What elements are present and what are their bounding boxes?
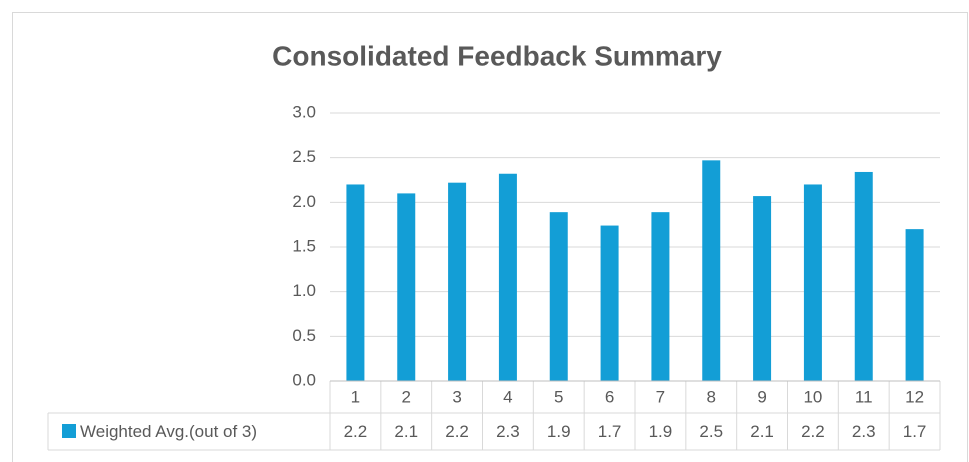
legend-label: Weighted Avg.(out of 3) bbox=[80, 422, 257, 441]
data-label: 1.7 bbox=[903, 422, 927, 441]
chart-title: Consolidated Feedback Summary bbox=[272, 40, 722, 71]
x-tick-label: 10 bbox=[803, 387, 822, 406]
y-tick-label: 2.0 bbox=[292, 192, 316, 211]
x-tick-label: 12 bbox=[905, 387, 924, 406]
bar bbox=[651, 212, 670, 381]
bar bbox=[346, 184, 365, 381]
y-tick-label: 0.0 bbox=[292, 370, 316, 389]
y-tick-label: 0.5 bbox=[292, 326, 316, 345]
data-label: 2.2 bbox=[445, 422, 469, 441]
x-tick-label: 3 bbox=[452, 387, 461, 406]
data-label: 1.9 bbox=[547, 422, 571, 441]
bar bbox=[549, 212, 568, 381]
x-tick-label: 7 bbox=[656, 387, 665, 406]
bar bbox=[397, 193, 416, 381]
data-label: 2.2 bbox=[801, 422, 825, 441]
bar bbox=[600, 225, 619, 381]
data-label: 2.3 bbox=[496, 422, 520, 441]
bar bbox=[854, 171, 873, 381]
data-label: 2.1 bbox=[750, 422, 774, 441]
y-tick-label: 1.5 bbox=[292, 236, 316, 255]
legend-swatch bbox=[62, 424, 76, 438]
x-tick-label: 6 bbox=[605, 387, 614, 406]
x-tick-label: 11 bbox=[855, 387, 873, 406]
data-label: 2.5 bbox=[699, 422, 723, 441]
bar bbox=[803, 184, 822, 381]
bar bbox=[702, 160, 721, 381]
bar bbox=[753, 196, 772, 381]
data-label: 2.2 bbox=[344, 422, 368, 441]
chart-frame bbox=[12, 12, 968, 462]
data-label: 1.9 bbox=[649, 422, 673, 441]
data-label: 1.7 bbox=[598, 422, 622, 441]
x-tick-label: 9 bbox=[757, 387, 766, 406]
x-tick-label: 5 bbox=[554, 387, 563, 406]
x-tick-label: 4 bbox=[503, 387, 512, 406]
data-label: 2.3 bbox=[852, 422, 876, 441]
x-tick-label: 1 bbox=[351, 387, 360, 406]
y-tick-label: 3.0 bbox=[292, 102, 316, 121]
x-tick-label: 8 bbox=[707, 387, 716, 406]
bar bbox=[905, 229, 924, 381]
data-label: 2.1 bbox=[394, 422, 418, 441]
bar bbox=[498, 173, 517, 381]
y-tick-label: 2.5 bbox=[292, 147, 316, 166]
y-tick-label: 1.0 bbox=[292, 281, 316, 300]
x-tick-label: 2 bbox=[402, 387, 411, 406]
bar bbox=[448, 182, 467, 381]
